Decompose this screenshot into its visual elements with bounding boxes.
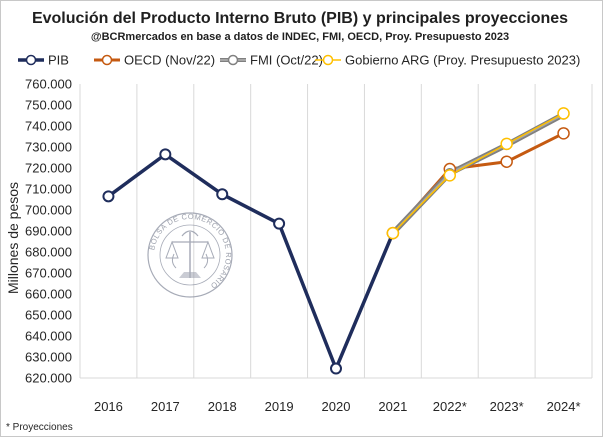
data-point: [159, 148, 172, 161]
legend-label: FMI (Oct/22): [250, 53, 323, 68]
x-axis-ticks: 2016 2017 2018 2019 2020 2021 2022* 2023* 2024*: [94, 399, 581, 414]
y-tick-label: 760.000: [25, 77, 72, 92]
data-point: [386, 226, 400, 240]
y-axis-label: Millones de pesos: [5, 182, 21, 294]
legend-label: PIB: [48, 53, 69, 68]
x-tick-label: 2023*: [490, 399, 524, 414]
data-point: [216, 188, 229, 201]
x-tick-label: 2024*: [547, 399, 581, 414]
legend-label: OECD (Nov/22): [124, 53, 215, 68]
bcr-seal-icon: BOLSA DE COMERCIO DE ROSARIO: [147, 212, 233, 298]
y-axis-ticks: 620.000 630.000 640.000 650.000 660.000 670.0…: [25, 77, 72, 386]
y-tick-label: 740.000: [25, 119, 72, 134]
series-lines: [107, 111, 565, 371]
legend-swatch-marker: [322, 54, 334, 66]
data-point: [273, 217, 286, 230]
y-tick-label: 700.000: [25, 203, 72, 218]
x-tick-label: 2022*: [433, 399, 467, 414]
chart-subtitle: @BCRmercados en base a datos de INDEC, F…: [91, 31, 509, 43]
y-tick-label: 660.000: [25, 287, 72, 302]
chart-legend: PIB OECD (Nov/22) FMI (Oct/22) Gobierno ARG…: [18, 53, 580, 68]
y-tick-label: 730.000: [25, 140, 72, 155]
data-point: [500, 137, 513, 151]
x-tick-label: 2017: [151, 399, 180, 414]
y-tick-label: 710.000: [25, 182, 72, 197]
series-line-0: [107, 152, 395, 371]
x-tick-label: 2016: [94, 399, 123, 414]
y-tick-label: 620.000: [25, 371, 72, 386]
legend-swatch-marker: [25, 54, 37, 66]
y-tick-label: 650.000: [25, 308, 72, 323]
y-tick-label: 670.000: [25, 266, 72, 281]
y-tick-label: 750.000: [25, 98, 72, 113]
data-point: [443, 169, 457, 182]
x-tick-label: 2021: [378, 399, 407, 414]
x-tick-label: 2020: [322, 399, 351, 414]
data-point: [500, 155, 513, 168]
legend-swatch-marker: [227, 54, 239, 66]
chart-grid: [79, 84, 593, 379]
series-markers: [102, 107, 570, 375]
data-point: [330, 362, 342, 375]
chart-title: Evolución del Producto Interno Bruto (PI…: [32, 10, 568, 27]
y-tick-label: 680.000: [25, 245, 72, 260]
y-tick-label: 640.000: [25, 329, 72, 344]
y-tick-label: 720.000: [25, 161, 72, 176]
data-point: [557, 107, 570, 120]
series-line-3: [392, 112, 564, 234]
y-tick-label: 630.000: [25, 350, 72, 365]
y-tick-label: 690.000: [25, 224, 72, 239]
data-point: [102, 190, 115, 203]
x-tick-label: 2018: [208, 399, 237, 414]
legend-label: Gobierno ARG (Proy. Presupuesto 2023): [345, 53, 580, 68]
x-tick-label: 2019: [265, 399, 294, 414]
footnote: * Proyecciones: [6, 422, 73, 433]
legend-swatch-marker: [101, 54, 113, 66]
data-point: [557, 127, 570, 140]
